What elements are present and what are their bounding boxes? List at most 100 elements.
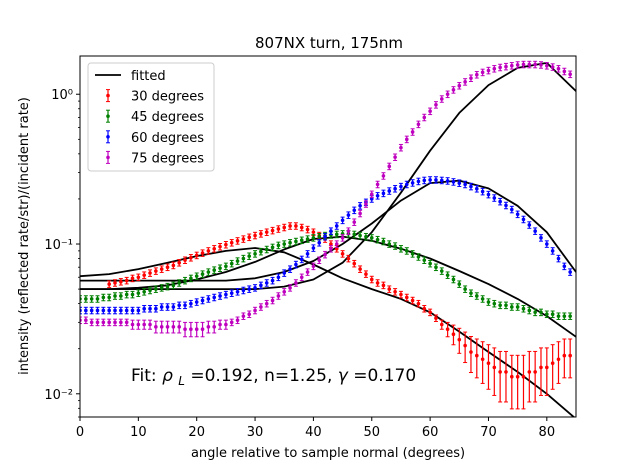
data-point — [346, 227, 351, 235]
data-point — [463, 180, 468, 189]
data-point — [515, 354, 520, 410]
data-point — [503, 62, 508, 71]
data-point — [358, 265, 363, 273]
data-point — [498, 63, 503, 72]
data-point — [171, 281, 176, 290]
data-point — [317, 256, 322, 265]
data-point — [410, 179, 415, 187]
data-point — [247, 285, 252, 293]
data-point — [311, 234, 316, 242]
data-point — [142, 271, 147, 279]
fitted-curve-3 — [80, 179, 576, 282]
legend-box — [87, 62, 215, 172]
x-tick-label: 50 — [363, 425, 380, 440]
data-point — [229, 239, 234, 247]
data-point — [457, 327, 462, 354]
data-point — [428, 176, 433, 184]
data-point — [457, 82, 462, 90]
data-point — [136, 319, 141, 330]
data-point — [433, 263, 438, 272]
data-point — [148, 305, 153, 313]
data-point — [550, 310, 555, 319]
data-point — [416, 120, 421, 129]
legend-item: fitted — [95, 69, 166, 84]
data-point — [346, 211, 351, 219]
data-point — [404, 293, 409, 302]
chart-title: 807NX turn, 175nm — [255, 34, 403, 52]
legend-label: 75 degrees — [131, 151, 204, 166]
data-point — [381, 189, 386, 198]
data-point — [533, 308, 538, 317]
data-point — [323, 232, 328, 241]
data-point — [480, 341, 485, 384]
data-point — [328, 245, 333, 253]
data-point — [124, 306, 129, 315]
data-point — [369, 190, 374, 199]
data-point — [568, 338, 573, 379]
y-tick-label: 10⁻² — [44, 388, 73, 403]
data-point — [282, 223, 287, 232]
data-point — [445, 271, 450, 279]
data-point — [293, 237, 298, 246]
data-point — [113, 306, 118, 315]
data-point — [130, 319, 135, 330]
data-point — [253, 250, 258, 258]
data-point — [398, 245, 403, 253]
x-tick-label: 20 — [188, 425, 205, 440]
data-point — [276, 241, 281, 250]
data-point — [568, 268, 573, 276]
data-point — [369, 234, 374, 242]
data-point — [410, 250, 415, 258]
data-point — [288, 222, 293, 230]
data-point — [247, 310, 252, 319]
data-point — [264, 228, 269, 236]
data-point — [416, 177, 421, 186]
data-point — [451, 275, 456, 284]
data-point — [393, 153, 398, 162]
data-point — [142, 288, 147, 296]
data-point — [194, 251, 199, 260]
data-point — [544, 310, 549, 319]
data-point — [544, 62, 549, 70]
data-point — [480, 68, 485, 77]
data-point — [387, 285, 392, 293]
data-point — [165, 263, 170, 272]
data-point — [130, 306, 135, 315]
data-point — [165, 282, 170, 291]
fit-values-2: =0.170 — [353, 366, 416, 386]
data-point — [89, 318, 94, 327]
data-point — [212, 266, 217, 274]
data-point — [538, 234, 543, 242]
data-point — [153, 305, 158, 313]
data-point — [492, 194, 497, 202]
legend-marker — [106, 93, 110, 98]
data-point — [480, 295, 485, 303]
data-point — [247, 233, 252, 242]
data-point — [107, 306, 112, 315]
data-point — [328, 240, 333, 248]
data-point — [223, 262, 228, 271]
data-point — [101, 318, 106, 327]
data-point — [498, 197, 503, 206]
data-point — [445, 90, 450, 99]
data-point — [212, 293, 217, 302]
data-point — [241, 254, 246, 263]
data-point — [83, 316, 88, 325]
data-point — [95, 306, 100, 315]
data-point — [381, 237, 386, 246]
data-point — [556, 254, 561, 263]
data-point — [235, 288, 240, 296]
data-point — [124, 276, 129, 285]
data-point — [276, 225, 281, 233]
data-point — [562, 262, 567, 271]
data-point — [328, 227, 333, 235]
data-point — [498, 350, 503, 403]
data-point — [153, 285, 158, 293]
data-point — [264, 279, 269, 287]
data-point — [410, 128, 415, 136]
data-point — [183, 321, 188, 338]
data-point — [159, 265, 164, 273]
data-point — [492, 299, 497, 308]
data-point — [241, 286, 246, 295]
data-point — [235, 257, 240, 265]
